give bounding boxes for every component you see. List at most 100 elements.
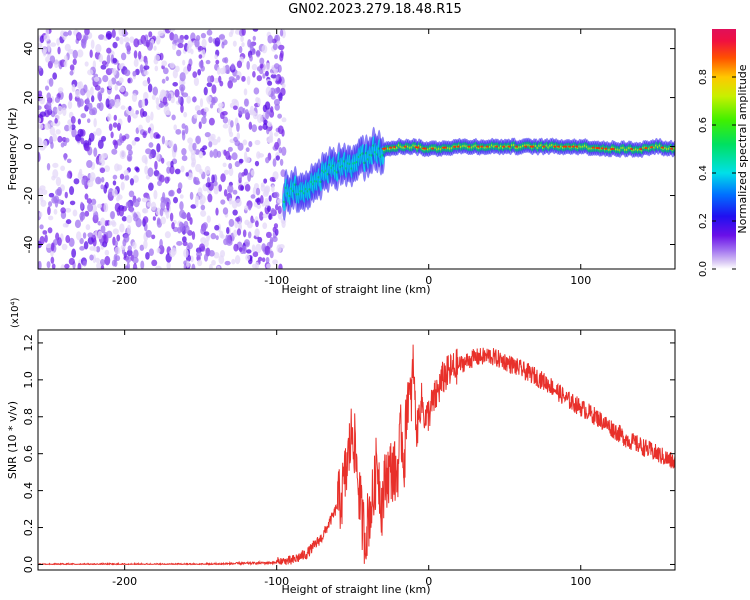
noise-blob bbox=[275, 155, 280, 161]
noise-blob bbox=[211, 174, 215, 184]
noise-blob bbox=[248, 121, 253, 130]
noise-blob bbox=[77, 118, 81, 125]
noise-blob bbox=[83, 175, 87, 185]
noise-blob bbox=[115, 196, 120, 202]
noise-blob bbox=[148, 31, 153, 38]
noise-blob bbox=[50, 242, 55, 252]
noise-blob bbox=[85, 97, 90, 107]
y-tick-label: 40 bbox=[22, 42, 35, 56]
noise-blob bbox=[87, 203, 93, 212]
noise-blob bbox=[228, 166, 234, 177]
noise-blob bbox=[255, 49, 261, 58]
noise-blob bbox=[190, 255, 194, 263]
noise-blob bbox=[278, 263, 283, 269]
noise-blob bbox=[93, 246, 97, 252]
noise-blob bbox=[252, 110, 257, 116]
noise-blob bbox=[148, 153, 153, 160]
y-tick-label: 1.2 bbox=[22, 334, 35, 352]
noise-blob bbox=[126, 214, 133, 224]
noise-blob bbox=[218, 34, 226, 40]
noise-blob bbox=[106, 47, 112, 54]
x-tick-label: -100 bbox=[264, 575, 289, 588]
noise-blob bbox=[222, 162, 227, 168]
noise-blob bbox=[222, 207, 229, 215]
noise-blob bbox=[191, 263, 196, 269]
snr-y-multiplier: (x10⁴) bbox=[10, 297, 21, 328]
noise-blob bbox=[60, 142, 65, 148]
noise-blob bbox=[191, 96, 197, 103]
noise-blob bbox=[111, 77, 117, 85]
noise-blob bbox=[70, 116, 76, 124]
noise-blob bbox=[111, 29, 116, 38]
noise-blob bbox=[153, 45, 157, 51]
y-tick-label: 0.4 bbox=[22, 482, 35, 500]
noise-blob bbox=[235, 75, 240, 81]
noise-blob bbox=[87, 179, 94, 188]
noise-blob bbox=[206, 176, 211, 184]
noise-blob bbox=[231, 258, 236, 265]
noise-blob bbox=[74, 134, 82, 142]
noise-blob bbox=[38, 117, 42, 123]
noise-blob bbox=[69, 64, 75, 71]
noise-blob bbox=[155, 35, 161, 45]
noise-blob bbox=[203, 107, 209, 113]
colorbar-tick-label: 0.8 bbox=[698, 69, 709, 85]
noise-blob bbox=[120, 181, 125, 191]
y-tick-label: 0 bbox=[22, 143, 35, 150]
noise-blob bbox=[265, 109, 270, 120]
noise-blob bbox=[151, 234, 156, 240]
noise-blob bbox=[107, 113, 112, 122]
noise-blob bbox=[262, 257, 266, 263]
noise-blob bbox=[69, 200, 76, 206]
noise-blob bbox=[232, 189, 238, 195]
noise-blob bbox=[78, 168, 83, 177]
noise-blob bbox=[84, 193, 89, 200]
noise-blob bbox=[101, 60, 108, 66]
snr-ylabel: SNR (10 * v/v) bbox=[6, 401, 19, 479]
noise-blob bbox=[89, 86, 94, 96]
noise-blob bbox=[46, 92, 51, 101]
noise-blob bbox=[193, 113, 198, 119]
noise-blob bbox=[209, 150, 214, 158]
noise-blob bbox=[251, 124, 258, 133]
noise-blob bbox=[134, 136, 140, 142]
noise-blob bbox=[39, 96, 46, 105]
noise-blob bbox=[139, 64, 144, 74]
noise-blob bbox=[220, 111, 225, 120]
noise-blob bbox=[273, 63, 280, 69]
noise-blob bbox=[228, 163, 233, 170]
noise-blob bbox=[162, 191, 166, 202]
noise-blob bbox=[97, 139, 104, 150]
noise-blob bbox=[187, 242, 193, 250]
noise-blob bbox=[76, 231, 82, 241]
noise-blob bbox=[214, 224, 220, 231]
noise-blob bbox=[252, 71, 256, 78]
noise-blob bbox=[98, 154, 105, 164]
noise-blob bbox=[242, 139, 248, 146]
noise-blob bbox=[38, 105, 42, 111]
noise-blob bbox=[113, 253, 118, 263]
noise-blob bbox=[47, 206, 51, 216]
noise-blob bbox=[235, 217, 241, 222]
noise-blob bbox=[269, 250, 274, 259]
noise-blob bbox=[271, 184, 275, 193]
noise-blob bbox=[38, 139, 44, 148]
noise-blob bbox=[206, 215, 211, 223]
noise-blob bbox=[211, 97, 216, 106]
noise-blob bbox=[232, 105, 238, 111]
noise-blob bbox=[93, 76, 100, 82]
noise-blob bbox=[248, 140, 253, 148]
noise-blob bbox=[141, 98, 146, 108]
noise-blob bbox=[146, 201, 152, 207]
noise-blob bbox=[144, 59, 149, 66]
noise-blob bbox=[241, 29, 246, 36]
noise-blob bbox=[104, 249, 110, 256]
noise-blob bbox=[252, 186, 256, 196]
noise-blob bbox=[106, 54, 111, 65]
noise-blob bbox=[208, 36, 213, 44]
noise-blob bbox=[97, 203, 103, 209]
noise-blob bbox=[118, 208, 124, 217]
colorbar-ticks: 0.0 0.2 0.4 0.6 0.8 bbox=[698, 69, 736, 277]
noise-blob bbox=[244, 205, 249, 211]
